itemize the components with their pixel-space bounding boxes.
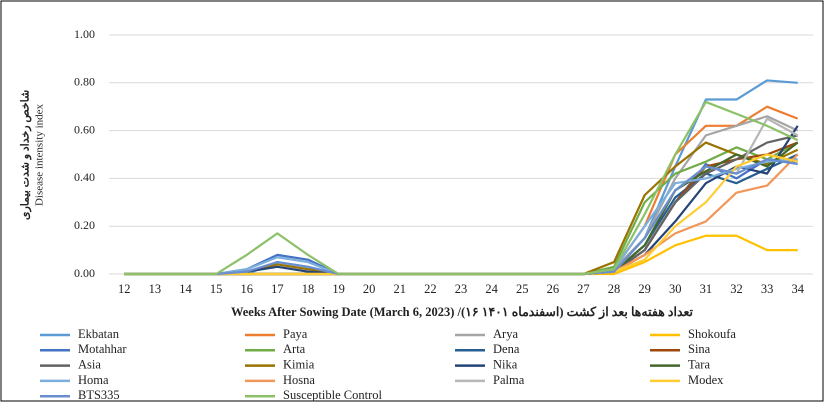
x-tick-label: 23: [455, 282, 468, 296]
x-tick-label: 18: [302, 282, 315, 296]
x-tick-label: 24: [485, 282, 498, 296]
x-tick-label: 15: [210, 282, 223, 296]
x-tick-label: 16: [240, 282, 253, 296]
x-tick-label: 20: [363, 282, 376, 296]
x-tick-label: 33: [761, 282, 774, 296]
x-axis-label: Weeks After Sowing Date (March 6, 2023) …: [231, 305, 694, 320]
x-tick-label: 26: [547, 282, 560, 296]
legend-label: Kimia: [283, 357, 315, 371]
legend-label: Sina: [688, 342, 711, 356]
y-tick-label: 0.80: [74, 75, 95, 89]
legend-label: Shokoufa: [688, 327, 736, 341]
x-tick-label: 13: [149, 282, 162, 296]
legend-label: Arya: [493, 327, 518, 341]
legend-label: Ekbatan: [78, 327, 120, 341]
x-tick-label: 30: [669, 282, 682, 296]
x-tick-label: 14: [179, 282, 192, 296]
legend-label: Arta: [283, 342, 306, 356]
x-tick-label: 34: [791, 282, 804, 296]
legend-label: Modex: [688, 373, 724, 387]
legend-label: Tara: [688, 357, 710, 371]
legend-label: BTS335: [78, 388, 120, 402]
x-tick-label: 12: [118, 282, 131, 296]
x-tick-label: 25: [516, 282, 529, 296]
x-tick-label: 32: [730, 282, 743, 296]
x-tick-label: 21: [394, 282, 407, 296]
y-tick-label: 1.00: [74, 27, 95, 41]
legend-label: Susceptible Control: [283, 388, 382, 402]
x-tick-label: 29: [638, 282, 651, 296]
legend-label: Asia: [78, 357, 101, 371]
y-tick-label: 0.20: [74, 218, 95, 232]
x-tick-label: 31: [700, 282, 713, 296]
legend-label: Palma: [493, 373, 525, 387]
legend-label: Dena: [493, 342, 520, 356]
x-tick-label: 17: [271, 282, 284, 296]
y-tick-label: 0.60: [74, 122, 95, 136]
y-tick-label: 0.40: [74, 170, 95, 184]
x-tick-label: 19: [332, 282, 345, 296]
x-tick-label: 22: [424, 282, 437, 296]
legend-label: Hosna: [283, 373, 315, 387]
series-line: [124, 100, 799, 276]
y-axis-label-fa: شاخص رخداد و شدت بیماری: [20, 90, 32, 220]
y-axis-label: Disease intensity index: [34, 103, 46, 206]
legend-label: Paya: [283, 327, 308, 341]
legend-label: Nika: [493, 357, 518, 371]
legend-label: Motahhar: [78, 342, 127, 356]
x-tick-label: 28: [608, 282, 621, 296]
y-tick-label: 0.00: [74, 266, 95, 280]
legend-label: Homa: [78, 373, 109, 387]
x-tick-label: 27: [577, 282, 590, 296]
